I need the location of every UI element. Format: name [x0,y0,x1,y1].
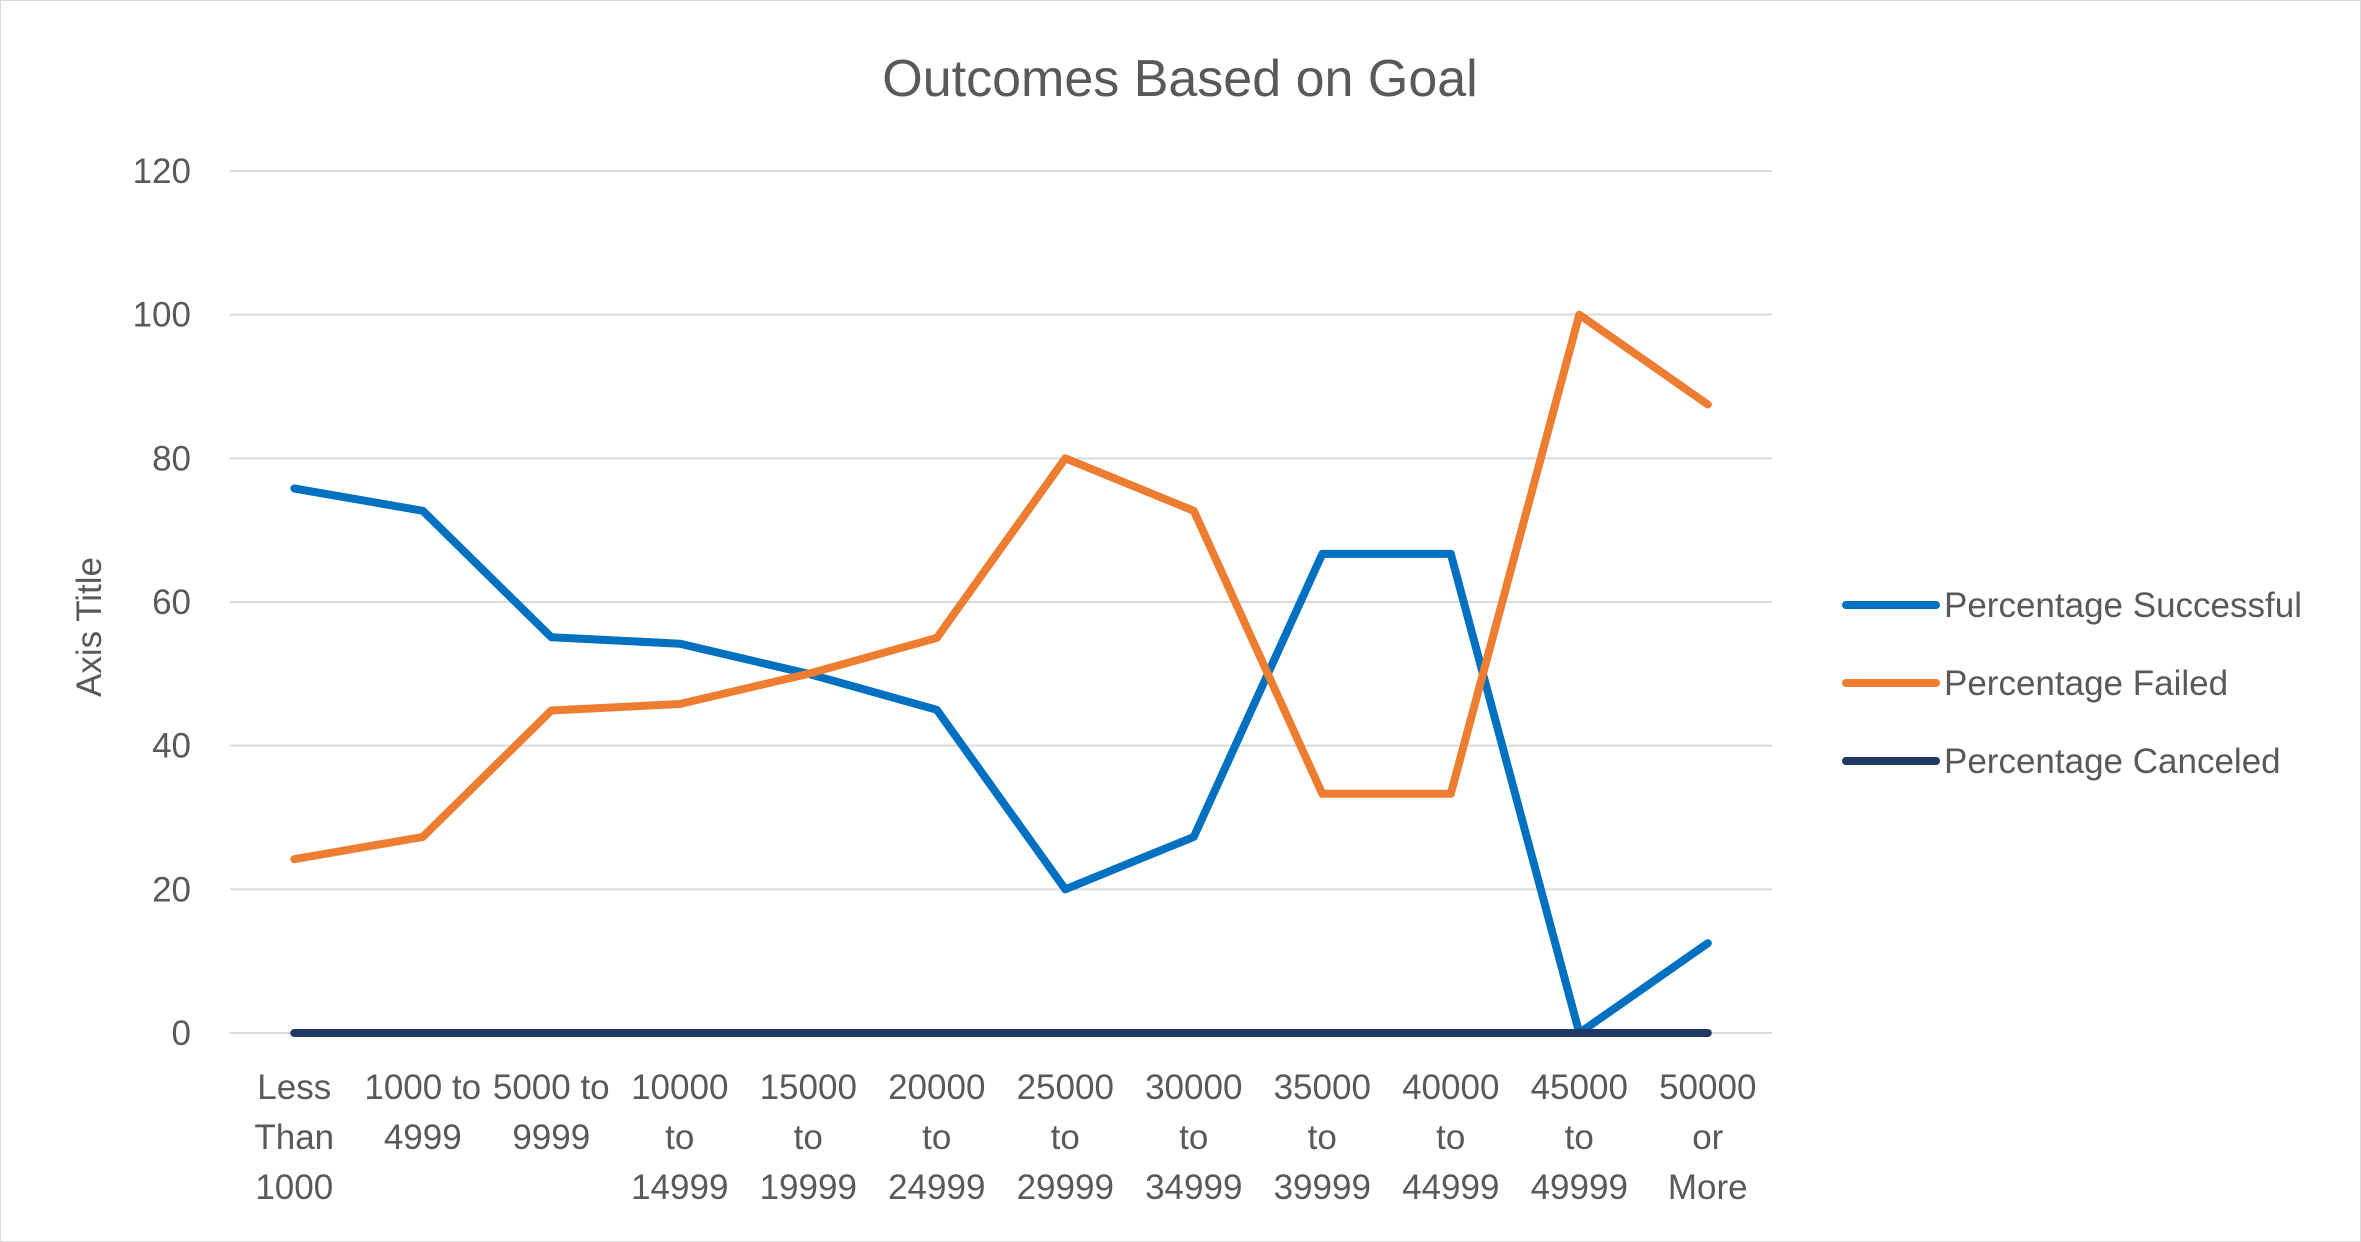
y-axis-title: Axis Title [70,557,109,697]
y-tick-label: 60 [152,583,191,622]
y-tick-label: 40 [152,727,191,766]
chart-title: Outcomes Based on Goal [882,50,1477,108]
legend-label: Percentage Canceled [1944,742,2281,781]
y-tick-label: 20 [152,870,191,909]
y-tick-label: 120 [133,152,191,191]
x-tick-label: 1000 to 4999 [364,1068,481,1157]
legend: Percentage Successful Percentage Failed Pe… [1842,586,2302,781]
x-tick-label: 40000 to 44999 [1402,1068,1499,1207]
x-tick-label: 25000 to 29999 [1017,1068,1114,1207]
y-tick-label: 80 [152,439,191,478]
x-tick-label: 45000 to 49999 [1531,1068,1628,1207]
series-line-percentage-successful [290,484,1712,1037]
x-tick-label: 20000 to 24999 [888,1068,985,1207]
x-tick-label: 50000 or More [1659,1068,1756,1207]
x-tick-label: Less Than 1000 [254,1068,334,1207]
y-tick-label: 0 [172,1014,191,1053]
x-tick-label: 30000 to 34999 [1145,1068,1242,1207]
y-tick-label: 100 [133,296,191,335]
y-axis-ticks: 0 20 40 60 80 100 120 [133,152,191,1053]
x-tick-label: 10000 to 14999 [631,1068,728,1207]
legend-label: Percentage Successful [1944,586,2302,625]
gridlines [230,170,1772,1034]
legend-label: Percentage Failed [1944,664,2228,703]
series-line-percentage-failed [290,310,1712,864]
x-tick-label: 35000 to 39999 [1274,1068,1371,1207]
x-tick-label: 15000 to 19999 [760,1068,857,1207]
x-tick-label: 5000 to 9999 [493,1068,610,1157]
series-lines [290,310,1712,1037]
